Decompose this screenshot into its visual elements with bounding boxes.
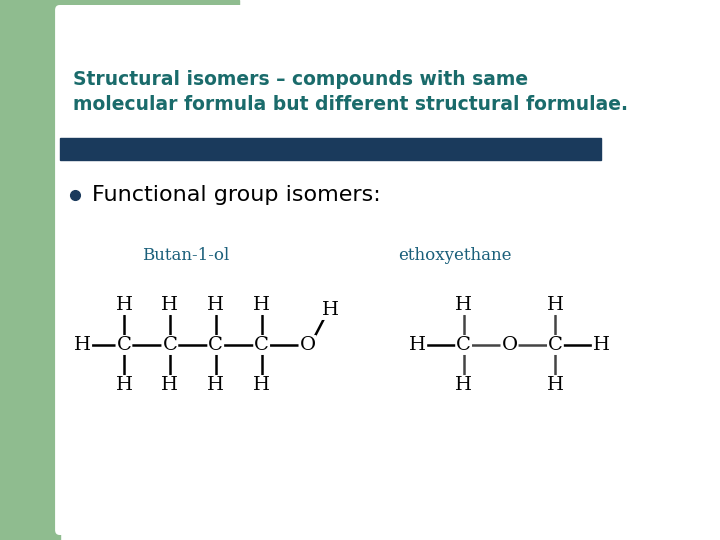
Bar [60,138,601,160]
Text: H: H [253,376,270,394]
Text: H: H [593,336,610,354]
Text: Butan-1-ol: Butan-1-ol [143,246,230,264]
Text: H: H [161,376,179,394]
Text: H: H [161,296,179,314]
Text: H: H [253,296,270,314]
Text: C: C [208,336,223,354]
Text: C: C [163,336,177,354]
Text: C: C [456,336,471,354]
Text: ethoxyethane: ethoxyethane [397,246,511,264]
Text: H: H [74,336,91,354]
Text: C: C [117,336,131,354]
Text: H: H [115,296,132,314]
Text: H: H [322,301,339,319]
Text: Structural isomers – compounds with same
molecular formula but different structu: Structural isomers – compounds with same… [73,70,629,114]
Text: C: C [548,336,563,354]
Text: H: H [455,296,472,314]
Bar [0,0,239,150]
Text: H: H [547,296,564,314]
Text: H: H [115,376,132,394]
Text: H: H [207,296,224,314]
Text: H: H [547,376,564,394]
Text: C: C [254,336,269,354]
Text: O: O [300,336,315,354]
Text: H: H [455,376,472,394]
Text: H: H [409,336,426,354]
Text: Functional group isomers:: Functional group isomers: [92,185,381,205]
Text: O: O [501,336,518,354]
Text: H: H [207,376,224,394]
FancyBboxPatch shape [55,5,660,535]
Bar [0,0,60,540]
